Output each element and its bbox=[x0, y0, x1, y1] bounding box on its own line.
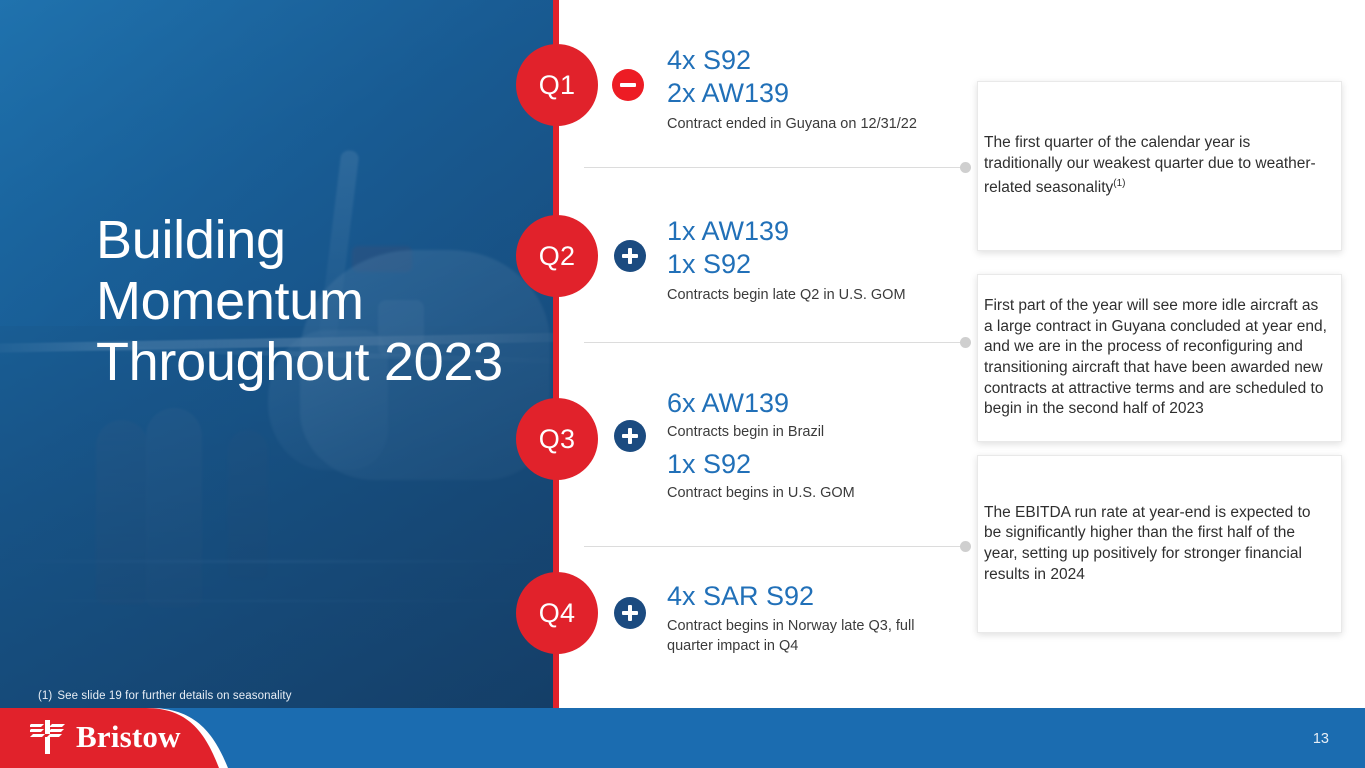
footer-red-shape bbox=[0, 708, 228, 768]
plus-icon bbox=[614, 240, 646, 272]
fleet-line: 2x AW139 bbox=[667, 78, 790, 108]
commentary-box-2: First part of the year will see more idl… bbox=[977, 274, 1342, 442]
photo-blue-overlay bbox=[0, 0, 556, 708]
bristow-logo: Bristow bbox=[28, 718, 181, 754]
fleet-note: Contracts begin in Brazil bbox=[667, 424, 825, 440]
footnote-text: See slide 19 for further details on seas… bbox=[57, 690, 292, 702]
quarter-block-q3: 6x AW139 Contracts begin in Brazil 1x S9… bbox=[667, 387, 855, 503]
connector-line-3 bbox=[584, 546, 966, 547]
minus-icon bbox=[612, 69, 644, 101]
fleet-note: Contract ended in Guyana on 12/31/22 bbox=[667, 116, 917, 132]
plus-icon bbox=[614, 420, 646, 452]
quarter-label: Q2 bbox=[538, 240, 576, 271]
commentary-box-1: The first quarter of the calendar year i… bbox=[977, 81, 1342, 251]
fleet-line: 6x AW139 bbox=[667, 388, 790, 418]
connector-dot-1 bbox=[960, 162, 971, 173]
fleet-line: 4x S92 bbox=[667, 45, 752, 75]
brand-name: Bristow bbox=[76, 719, 181, 754]
timeline-marker-q2[interactable]: Q2 bbox=[516, 215, 598, 297]
timeline-marker-q4[interactable]: Q4 bbox=[516, 572, 598, 654]
page-title: Building Momentum Throughout 2023 bbox=[96, 210, 503, 392]
quarter-block-q1: 4x S92 2x AW139 Contract ended in Guyana… bbox=[667, 44, 917, 134]
quarter-label: Q1 bbox=[538, 69, 576, 100]
fleet-note: Contract begins in U.S. GOM bbox=[667, 485, 855, 501]
connector-dot-3 bbox=[960, 541, 971, 552]
fleet-line: 1x AW139 bbox=[667, 216, 790, 246]
commentary-text: The EBITDA run rate at year-end is expec… bbox=[984, 503, 1311, 583]
fleet-note: Contracts begin late Q2 in U.S. GOM bbox=[667, 287, 906, 303]
left-image-panel bbox=[0, 0, 556, 708]
fleet-line: 1x S92 bbox=[667, 249, 752, 279]
fleet-line: 4x SAR S92 bbox=[667, 581, 815, 611]
quarter-label: Q3 bbox=[538, 423, 576, 454]
timeline-marker-q3[interactable]: Q3 bbox=[516, 398, 598, 480]
fleet-note: Contract begins in Norway late Q3, full … bbox=[667, 618, 915, 654]
footnote-superscript: (1) bbox=[1113, 178, 1126, 190]
connector-dot-2 bbox=[960, 337, 971, 348]
slide-footer bbox=[0, 708, 1365, 768]
quarter-block-q4: 4x SAR S92 Contract begins in Norway lat… bbox=[667, 580, 942, 656]
page-number: 13 bbox=[1312, 731, 1329, 747]
bristow-pinwheel-icon bbox=[28, 718, 66, 754]
commentary-text: The first quarter of the calendar year i… bbox=[984, 134, 1316, 197]
plus-icon bbox=[614, 597, 646, 629]
footnote-marker: (1) bbox=[38, 690, 53, 702]
timeline-vertical-bar bbox=[553, 0, 559, 708]
quarter-block-q2: 1x AW139 1x S92 Contracts begin late Q2 … bbox=[667, 215, 906, 305]
footnote: (1) See slide 19 for further details on s… bbox=[38, 690, 292, 702]
commentary-text: First part of the year will see more idl… bbox=[984, 297, 1327, 418]
timeline-marker-q1[interactable]: Q1 bbox=[516, 44, 598, 126]
commentary-box-3: The EBITDA run rate at year-end is expec… bbox=[977, 455, 1342, 633]
fleet-line: 1x S92 bbox=[667, 449, 752, 479]
quarter-label: Q4 bbox=[538, 597, 576, 628]
connector-line-2 bbox=[584, 342, 966, 343]
connector-line-1 bbox=[584, 167, 966, 168]
